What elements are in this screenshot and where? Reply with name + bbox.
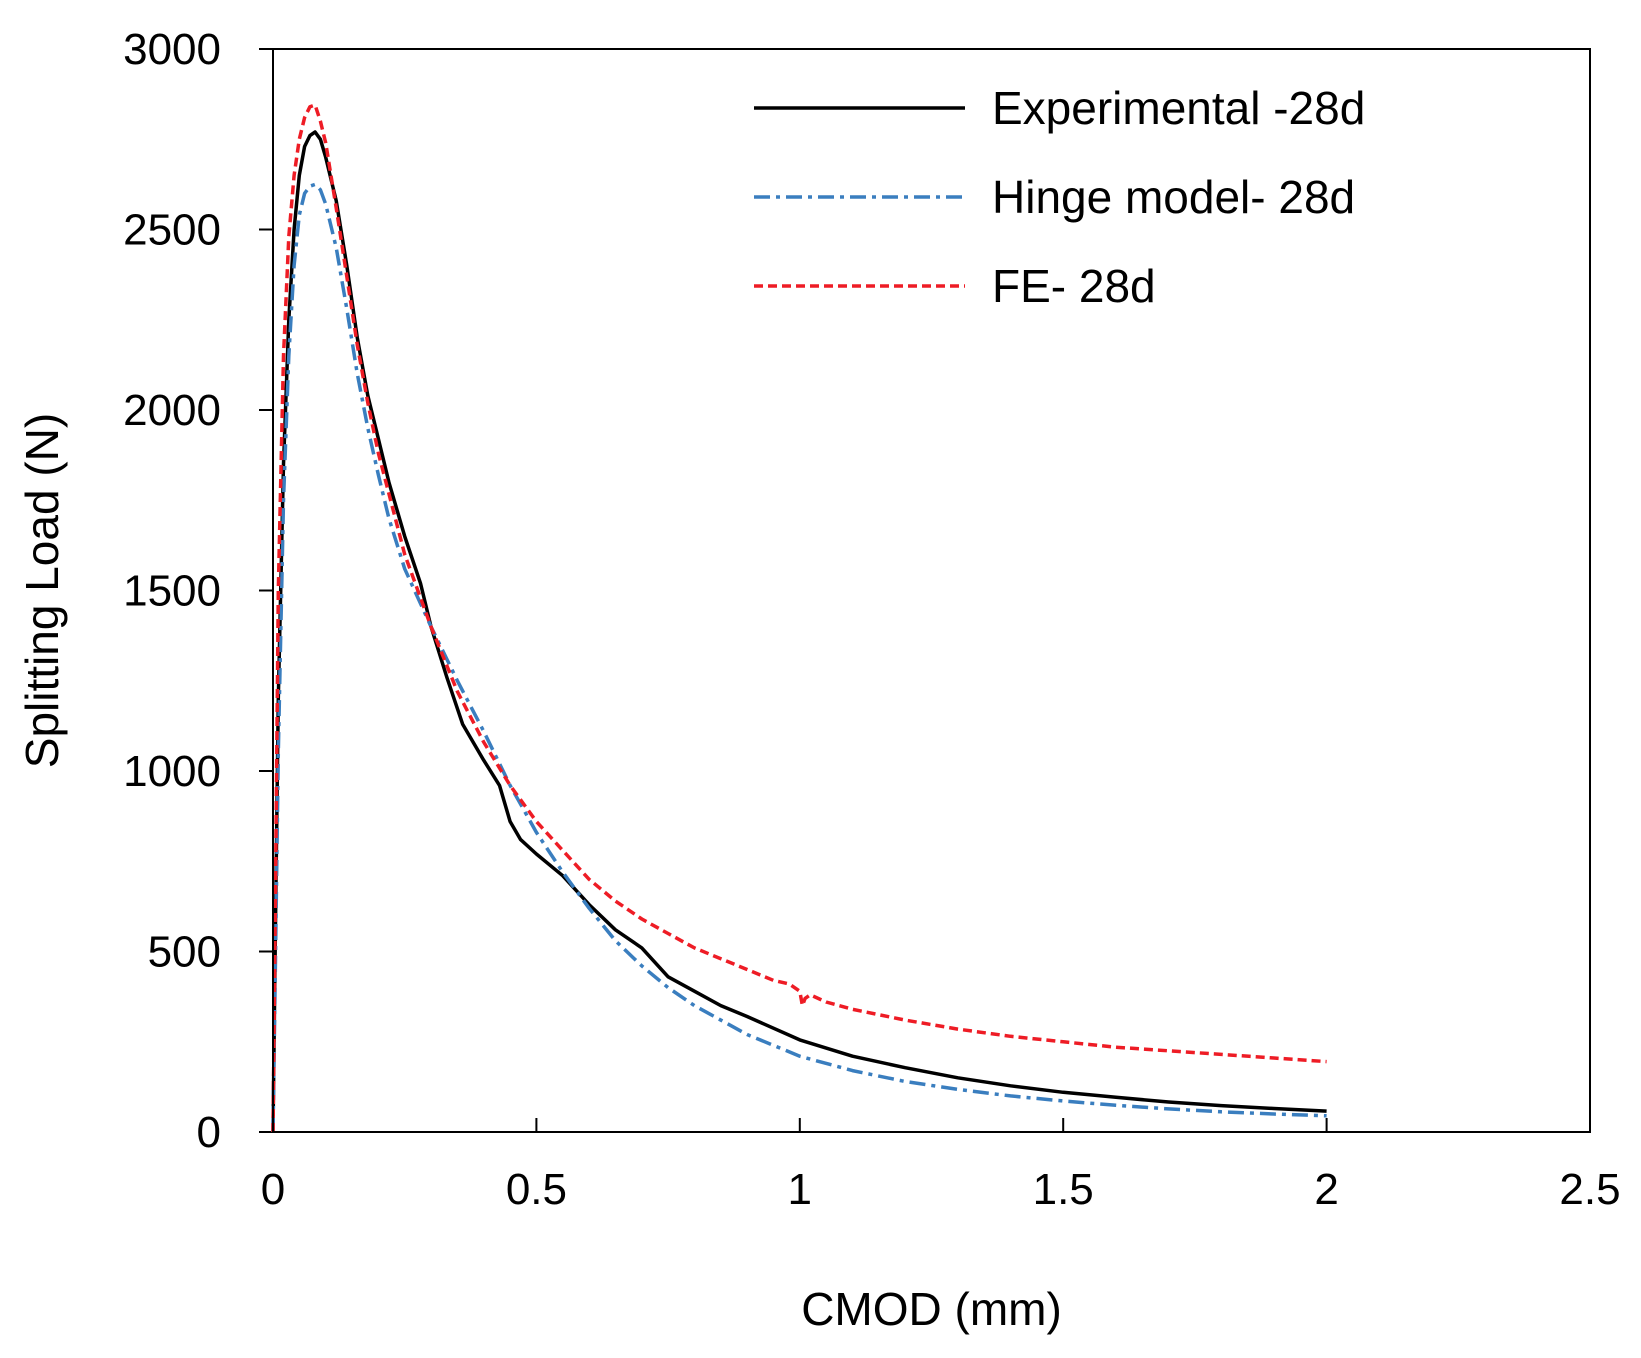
series-line-1 xyxy=(271,130,1327,1133)
x-tick-label: 0.5 xyxy=(506,1165,567,1214)
legend-label-2: Hinge model- 28d xyxy=(992,171,1355,223)
y-tick-label: 1000 xyxy=(123,747,221,796)
x-tick-label: 0 xyxy=(261,1165,285,1214)
y-tick-label: 2000 xyxy=(123,386,221,435)
y-tick-label: 500 xyxy=(148,928,221,977)
x-tick-label: 2 xyxy=(1314,1165,1338,1214)
y-tick-label: 0 xyxy=(197,1108,221,1157)
x-tick-label: 1 xyxy=(788,1165,812,1214)
x-tick-label: 1.5 xyxy=(1033,1165,1094,1214)
legend-label-1: Experimental -28d xyxy=(992,82,1365,134)
y-tick-label: 1500 xyxy=(123,567,221,616)
series-line-2 xyxy=(271,182,1327,1133)
x-tick-label: 2.5 xyxy=(1559,1165,1620,1214)
legend-label-3: FE- 28d xyxy=(992,260,1156,312)
y-axis-label: Splitting Load (N) xyxy=(16,413,68,768)
y-tick-label: 2500 xyxy=(123,206,221,255)
plot-area-frame xyxy=(272,48,1591,1133)
series-line-3 xyxy=(271,103,1327,1133)
x-axis-label: CMOD (mm) xyxy=(801,1283,1062,1335)
y-tick-label: 3000 xyxy=(123,25,221,74)
